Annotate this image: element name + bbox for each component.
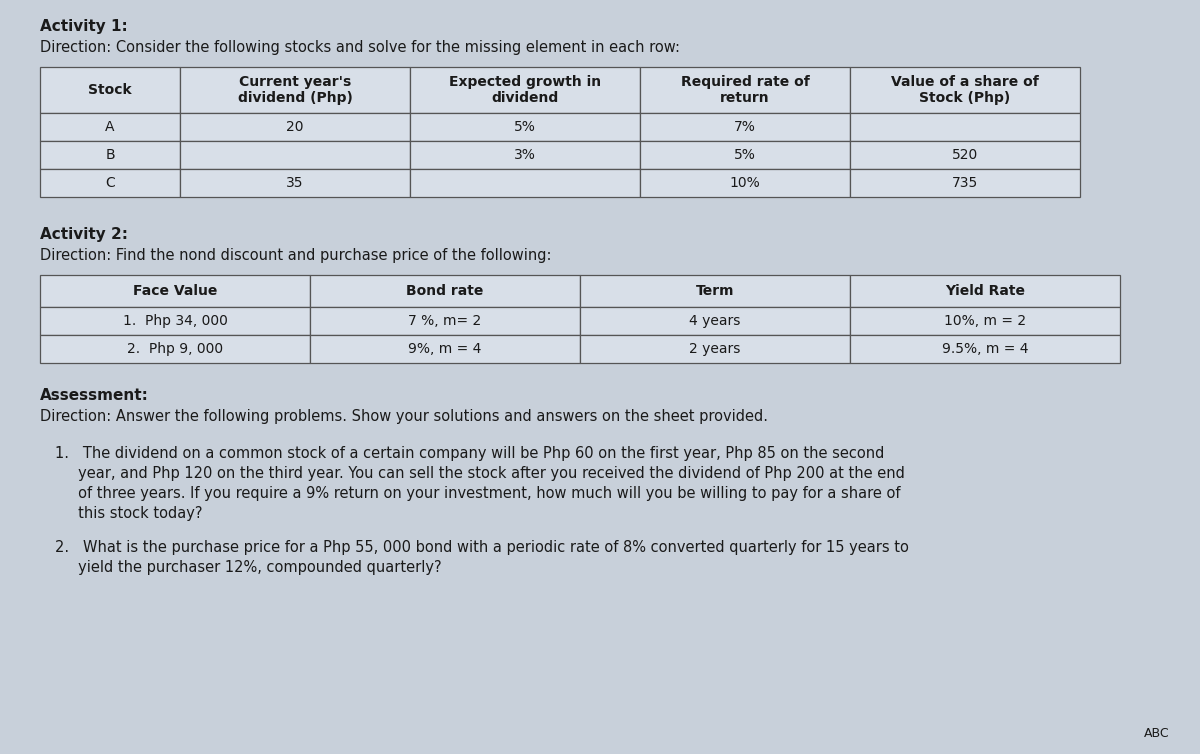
Text: 5%: 5% <box>514 120 536 134</box>
Text: 1.   The dividend on a common stock of a certain company will be Php 60 on the f: 1. The dividend on a common stock of a c… <box>55 446 884 461</box>
Text: Face Value: Face Value <box>133 284 217 298</box>
Text: Required rate of
return: Required rate of return <box>680 75 809 105</box>
Text: 9.5%, m = 4: 9.5%, m = 4 <box>942 342 1028 356</box>
Text: ABC: ABC <box>1145 727 1170 740</box>
Bar <box>40 169 180 197</box>
Text: yield the purchaser 12%, compounded quarterly?: yield the purchaser 12%, compounded quar… <box>55 560 442 575</box>
Bar <box>640 169 850 197</box>
Text: A: A <box>106 120 115 134</box>
Bar <box>40 275 310 307</box>
Bar <box>580 275 850 307</box>
Text: Current year's
dividend (Php): Current year's dividend (Php) <box>238 75 353 105</box>
Bar <box>640 67 850 113</box>
Bar <box>640 113 850 141</box>
Text: Value of a share of
Stock (Php): Value of a share of Stock (Php) <box>892 75 1039 105</box>
Bar <box>40 113 180 141</box>
Text: 1.  Php 34, 000: 1. Php 34, 000 <box>122 314 228 328</box>
Text: year, and Php 120 on the third year. You can sell the stock after you received t: year, and Php 120 on the third year. You… <box>55 466 905 481</box>
Bar <box>40 141 180 169</box>
Bar <box>180 169 410 197</box>
Text: Direction: Find the nond discount and purchase price of the following:: Direction: Find the nond discount and pu… <box>40 248 552 263</box>
Text: Term: Term <box>696 284 734 298</box>
Bar <box>410 113 640 141</box>
Text: Stock: Stock <box>88 83 132 97</box>
Text: Bond rate: Bond rate <box>407 284 484 298</box>
Text: 2 years: 2 years <box>689 342 740 356</box>
Text: Assessment:: Assessment: <box>40 388 149 403</box>
Text: Activity 1:: Activity 1: <box>40 19 127 34</box>
Text: Expected growth in
dividend: Expected growth in dividend <box>449 75 601 105</box>
Text: Direction: Answer the following problems. Show your solutions and answers on the: Direction: Answer the following problems… <box>40 409 768 424</box>
Text: 35: 35 <box>287 176 304 190</box>
Bar <box>850 335 1120 363</box>
Text: 2.  Php 9, 000: 2. Php 9, 000 <box>127 342 223 356</box>
Bar <box>850 307 1120 335</box>
Text: 7 %, m= 2: 7 %, m= 2 <box>408 314 481 328</box>
Text: Yield Rate: Yield Rate <box>946 284 1025 298</box>
Text: 3%: 3% <box>514 148 536 162</box>
Bar <box>180 113 410 141</box>
Bar <box>410 169 640 197</box>
Bar <box>410 67 640 113</box>
Bar <box>310 275 580 307</box>
Bar <box>850 67 1080 113</box>
Text: 520: 520 <box>952 148 978 162</box>
Text: Activity 2:: Activity 2: <box>40 227 128 242</box>
Bar <box>310 335 580 363</box>
Bar <box>850 113 1080 141</box>
Text: 5%: 5% <box>734 148 756 162</box>
Bar <box>850 169 1080 197</box>
Bar <box>580 307 850 335</box>
Text: of three years. If you require a 9% return on your investment, how much will you: of three years. If you require a 9% retu… <box>55 486 900 501</box>
Bar <box>580 335 850 363</box>
Bar <box>410 141 640 169</box>
Text: B: B <box>106 148 115 162</box>
Text: 10%, m = 2: 10%, m = 2 <box>944 314 1026 328</box>
Bar <box>180 67 410 113</box>
Bar <box>850 275 1120 307</box>
Text: 9%, m = 4: 9%, m = 4 <box>408 342 481 356</box>
Bar <box>40 335 310 363</box>
Text: 10%: 10% <box>730 176 761 190</box>
Bar <box>40 67 180 113</box>
Text: 2.   What is the purchase price for a Php 55, 000 bond with a periodic rate of 8: 2. What is the purchase price for a Php … <box>55 540 908 555</box>
Bar <box>40 307 310 335</box>
Text: 4 years: 4 years <box>689 314 740 328</box>
Bar <box>850 141 1080 169</box>
Bar <box>180 141 410 169</box>
Text: 7%: 7% <box>734 120 756 134</box>
Text: 735: 735 <box>952 176 978 190</box>
Bar <box>640 141 850 169</box>
Text: Direction: Consider the following stocks and solve for the missing element in ea: Direction: Consider the following stocks… <box>40 40 680 55</box>
Text: 20: 20 <box>287 120 304 134</box>
Bar <box>310 307 580 335</box>
Text: this stock today?: this stock today? <box>55 506 203 521</box>
Text: C: C <box>106 176 115 190</box>
